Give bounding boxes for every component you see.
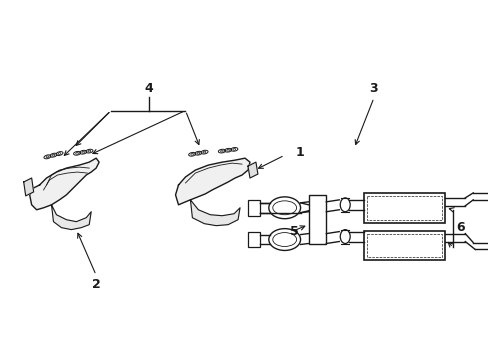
Polygon shape [30, 158, 99, 210]
Text: 1: 1 [295, 146, 304, 159]
Text: 6: 6 [456, 221, 465, 234]
Text: 5: 5 [290, 225, 299, 238]
Polygon shape [24, 178, 34, 196]
Bar [367, 234, 442, 257]
Bar [309, 195, 326, 244]
Polygon shape [191, 200, 240, 226]
Bar [248, 200, 260, 216]
Polygon shape [175, 158, 250, 205]
Text: 3: 3 [369, 82, 378, 95]
Polygon shape [51, 205, 91, 230]
Bar [367, 196, 442, 220]
Bar [364, 231, 445, 260]
Text: 2: 2 [92, 278, 100, 291]
Bar [248, 231, 260, 247]
Polygon shape [248, 162, 258, 178]
Text: 4: 4 [145, 82, 153, 95]
Bar [364, 193, 445, 223]
